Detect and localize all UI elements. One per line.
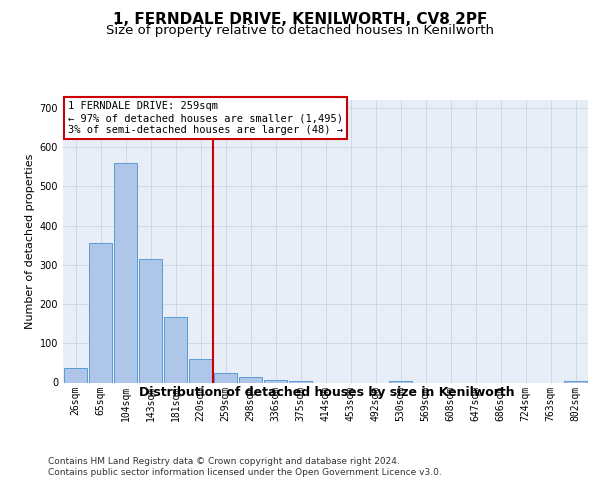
- Bar: [189, 359, 212, 382]
- Bar: [139, 259, 162, 382]
- Bar: [164, 316, 187, 382]
- Bar: [389, 380, 412, 382]
- Bar: [89, 243, 112, 382]
- Text: Distribution of detached houses by size in Kenilworth: Distribution of detached houses by size …: [139, 386, 515, 399]
- Text: Contains HM Land Registry data © Crown copyright and database right 2024.
Contai: Contains HM Land Registry data © Crown c…: [48, 458, 442, 477]
- Bar: [264, 380, 287, 382]
- Bar: [64, 368, 87, 382]
- Y-axis label: Number of detached properties: Number of detached properties: [25, 154, 35, 329]
- Bar: [214, 372, 237, 382]
- Bar: [564, 380, 587, 382]
- Text: Size of property relative to detached houses in Kenilworth: Size of property relative to detached ho…: [106, 24, 494, 37]
- Bar: [239, 378, 262, 382]
- Text: 1, FERNDALE DRIVE, KENILWORTH, CV8 2PF: 1, FERNDALE DRIVE, KENILWORTH, CV8 2PF: [113, 12, 487, 28]
- Bar: [289, 381, 312, 382]
- Text: 1 FERNDALE DRIVE: 259sqm
← 97% of detached houses are smaller (1,495)
3% of semi: 1 FERNDALE DRIVE: 259sqm ← 97% of detach…: [68, 102, 343, 134]
- Bar: [114, 163, 137, 382]
